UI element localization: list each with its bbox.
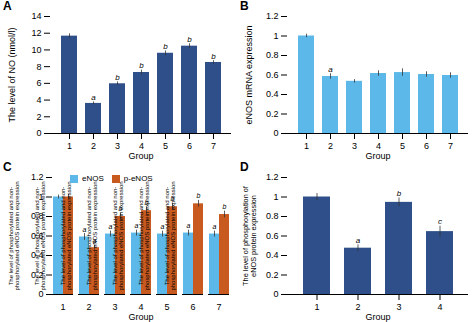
svg-text:8: 8 — [36, 62, 41, 72]
svg-text:a: a — [82, 225, 87, 233]
html-text:p-eNOS: p-eNOS — [123, 174, 153, 183]
svg-text:The level of phosphorylated an: The level of phosphorylated and non-phos… — [60, 181, 72, 290]
svg-text:4: 4 — [437, 302, 442, 312]
svg-text:a: a — [187, 222, 191, 229]
svg-text:4: 4 — [139, 141, 144, 151]
html-text:eNOS: eNOS — [82, 174, 104, 183]
svg-text:4: 4 — [138, 302, 143, 312]
svg-text:6: 6 — [187, 141, 192, 151]
svg-text:b: b — [223, 203, 227, 210]
svg-text:0: 0 — [38, 289, 44, 300]
svg-text:5: 5 — [400, 141, 405, 151]
svg-text:b: b — [397, 189, 402, 198]
svg-text:0.8: 0.8 — [266, 50, 279, 60]
svg-text:1: 1 — [273, 31, 278, 41]
svg-text:The level of phosphorylated an: The level of phosphorylated and non-phos… — [164, 181, 176, 290]
svg-text:a: a — [328, 65, 333, 74]
svg-text:b: b — [197, 192, 201, 199]
svg-text:2: 2 — [86, 302, 91, 312]
svg-text:0.4: 0.4 — [266, 250, 279, 260]
svg-text:3: 3 — [396, 302, 401, 312]
svg-text:c: c — [438, 217, 442, 226]
svg-text:b: b — [163, 42, 168, 51]
svg-text:1.2: 1.2 — [266, 11, 279, 21]
svg-text:The level of NO (nmol/l): The level of NO (nmol/l) — [7, 27, 17, 122]
svg-text:2: 2 — [355, 302, 360, 312]
svg-text:a: a — [134, 222, 139, 230]
svg-text:0: 0 — [36, 128, 41, 138]
svg-text:14: 14 — [31, 11, 41, 21]
svg-text:0.4: 0.4 — [266, 89, 279, 99]
svg-text:The level of phosphorylation o: The level of phosphorylation ofeNOS prot… — [241, 185, 257, 286]
svg-text:7: 7 — [216, 302, 221, 312]
html-text:D: D — [240, 160, 249, 174]
svg-text:The level of phosphorylated an: The level of phosphorylated and non-phos… — [112, 181, 124, 290]
html-text:C: C — [3, 160, 12, 174]
svg-text:3: 3 — [115, 141, 120, 151]
svg-text:a: a — [213, 223, 217, 230]
svg-text:0: 0 — [273, 128, 278, 138]
svg-text:b: b — [139, 61, 144, 70]
svg-text:4: 4 — [36, 95, 41, 105]
svg-text:0: 0 — [273, 289, 278, 299]
html-text:A: A — [3, 0, 12, 13]
svg-text:7: 7 — [211, 141, 216, 151]
svg-text:1.2: 1.2 — [266, 172, 279, 182]
svg-text:1.2: 1.2 — [31, 172, 44, 182]
svg-text:0.2: 0.2 — [266, 109, 279, 119]
svg-text:b: b — [115, 73, 120, 82]
svg-text:1: 1 — [304, 141, 309, 151]
svg-text:1: 1 — [60, 302, 65, 312]
svg-text:1: 1 — [67, 141, 72, 151]
svg-text:4: 4 — [376, 141, 381, 151]
svg-text:Group: Group — [365, 151, 390, 161]
svg-text:1: 1 — [314, 302, 319, 312]
svg-text:2: 2 — [91, 141, 96, 151]
svg-text:a: a — [356, 236, 361, 245]
svg-text:10: 10 — [31, 45, 41, 55]
svg-text:6: 6 — [424, 141, 429, 151]
svg-text:a: a — [108, 223, 113, 231]
svg-text:5: 5 — [163, 141, 168, 151]
svg-text:The level of phosphorylated an: The level of phosphorylated and non-phos… — [8, 181, 20, 290]
svg-text:3: 3 — [352, 141, 357, 151]
svg-text:0.6: 0.6 — [266, 231, 279, 241]
svg-text:a: a — [91, 93, 96, 102]
svg-text:Group: Group — [128, 151, 153, 161]
svg-text:0.8: 0.8 — [266, 211, 279, 221]
svg-text:b: b — [187, 35, 192, 44]
svg-text:The level of phosphorylated an: The level of phosphorylated and non-phos… — [86, 181, 98, 290]
svg-text:The level of phosphorylated an: The level of phosphorylated and non-phos… — [138, 181, 150, 290]
svg-text:5: 5 — [164, 302, 169, 312]
svg-text:3: 3 — [112, 302, 117, 312]
svg-text:b: b — [211, 52, 216, 61]
svg-text:0.6: 0.6 — [266, 70, 279, 80]
svg-text:12: 12 — [31, 28, 41, 38]
svg-text:Group: Group — [128, 312, 153, 322]
svg-text:Group: Group — [365, 312, 390, 322]
svg-text:The level of phosphorylated an: The level of phosphorylated and non-phos… — [34, 181, 46, 290]
svg-text:0.2: 0.2 — [266, 270, 279, 280]
svg-text:a: a — [160, 223, 165, 231]
svg-text:6: 6 — [190, 302, 195, 312]
svg-text:eNOS mRNA expression: eNOS mRNA expression — [244, 25, 254, 124]
svg-text:7: 7 — [448, 141, 453, 151]
svg-text:2: 2 — [36, 112, 41, 122]
svg-text:1: 1 — [273, 192, 278, 202]
svg-text:6: 6 — [36, 78, 41, 88]
svg-text:2: 2 — [328, 141, 333, 151]
html-text:B: B — [240, 0, 249, 13]
